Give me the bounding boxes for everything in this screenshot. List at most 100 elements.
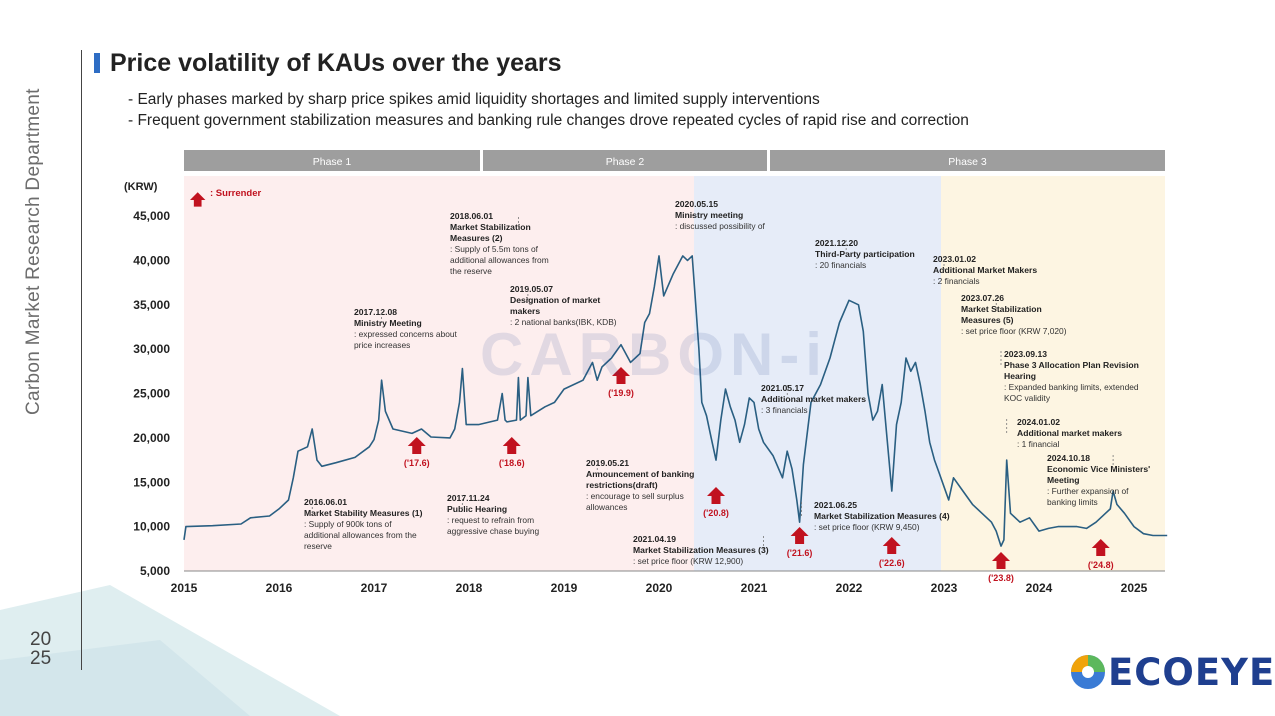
surrender-label: ('21.6) xyxy=(787,548,813,558)
y-tick-label: 35,000 xyxy=(133,298,170,312)
surrender-arrow xyxy=(612,367,630,384)
annotation-desc: : 3 financials xyxy=(761,405,808,415)
annotation-title: Measures (5) xyxy=(961,315,1014,325)
annotation-title: Ministry Meeting xyxy=(354,318,422,328)
surrender-label: ('18.6) xyxy=(499,458,525,468)
y-tick-label: 15,000 xyxy=(133,475,170,489)
annotation-title: makers xyxy=(510,306,540,316)
phase-background-3 xyxy=(941,176,1165,571)
surrender-label: ('24.8) xyxy=(1088,560,1114,570)
annotation-date: 2023.07.26 xyxy=(961,293,1004,303)
annotation-title: Third-Party participation xyxy=(815,249,915,259)
annotation-date: 2021.05.17 xyxy=(761,383,804,393)
x-tick-label: 2017 xyxy=(361,581,388,595)
x-tick-label: 2019 xyxy=(551,581,578,595)
surrender-arrow xyxy=(502,437,521,454)
surrender-arrow-icon xyxy=(190,192,206,207)
phase-background-2 xyxy=(694,176,941,571)
annotation-date: 2018.06.01 xyxy=(450,211,493,221)
annotation-desc: aggressive chase buying xyxy=(447,526,540,536)
annotation-desc: : Further expansion of xyxy=(1047,486,1129,496)
phase-bar-2 xyxy=(483,150,767,171)
annotation-date: 2021.04.19 xyxy=(633,534,676,544)
annotation-title: Market Stabilization xyxy=(961,304,1042,314)
y-tick-label: 30,000 xyxy=(133,342,170,356)
annotation-desc: : set price floor (KRW 7,020) xyxy=(961,326,1067,336)
x-tick-label: 2025 xyxy=(1121,581,1148,595)
ecoeye-logo: ECOEYE xyxy=(1068,650,1275,694)
surrender-arrow xyxy=(407,437,426,454)
bullet-2: - Frequent government stabilization meas… xyxy=(128,112,969,129)
annotation-desc: : discussed possibility of xyxy=(675,221,766,231)
annotation-title: Market Stabilization Measures (3) xyxy=(633,545,769,555)
annotation-desc: : request to refrain from xyxy=(447,515,534,525)
annotation-date: 2021.12.20 xyxy=(815,238,858,248)
annotation-title: Hearing xyxy=(1004,371,1036,381)
annotation-desc: : expressed concerns about xyxy=(354,329,458,339)
annotation-date: 2017.11.24 xyxy=(447,493,490,503)
annotation-title: Additional market makers xyxy=(1017,428,1122,438)
annotation-desc: : 2 financials xyxy=(933,276,980,286)
annotation-desc: additional allowances from the xyxy=(304,530,417,540)
annotation-date: 2024.10.18 xyxy=(1047,453,1090,463)
surrender-label: ('19.9) xyxy=(608,388,634,398)
annotation-desc: additional allowances from xyxy=(450,255,549,265)
y-tick-label: 20,000 xyxy=(133,431,170,445)
x-tick-label: 2016 xyxy=(266,581,293,595)
annotation-date: 2021.06.25 xyxy=(814,500,857,510)
y-tick-label: 25,000 xyxy=(133,387,170,401)
annotation-date: 2024.01.02 xyxy=(1017,417,1060,427)
year-top: 20 xyxy=(30,629,52,650)
annotation-title: Additional market makers xyxy=(761,394,866,404)
phase-bar-1 xyxy=(184,150,480,171)
year-bottom: 25 xyxy=(30,648,52,669)
surrender-label: ('23.8) xyxy=(988,573,1014,583)
x-tick-label: 2015 xyxy=(171,581,198,595)
year-label: 20 25 xyxy=(30,630,60,668)
x-tick-label: 2021 xyxy=(741,581,768,595)
y-unit-label: (KRW) xyxy=(124,181,158,193)
phase-label-2: Phase 2 xyxy=(606,156,645,168)
annotation-desc: allowances xyxy=(586,502,627,512)
annotation-desc: KOC validity xyxy=(1004,393,1051,403)
annotation-date: 2023.01.02 xyxy=(933,254,976,264)
annotation-date: 2019.05.07 xyxy=(510,284,553,294)
annotation-title: Phase 3 Allocation Plan Revision xyxy=(1004,360,1139,370)
annotation-desc: : set price floor (KRW 9,450) xyxy=(814,522,920,532)
annotation-desc: banking limits xyxy=(1047,497,1098,507)
x-tick-label: 2018 xyxy=(456,581,483,595)
annotation-desc: : Expanded banking limits, extended xyxy=(1004,382,1139,392)
annotation-desc: : Supply of 5.5m tons of xyxy=(450,244,539,254)
annotation-desc: : set price floor (KRW 12,900) xyxy=(633,556,743,566)
annotation-desc: the reserve xyxy=(450,266,492,276)
x-tick-label: 2024 xyxy=(1026,581,1053,595)
annotation-date: 2016.06.01 xyxy=(304,497,347,507)
y-tick-label: 40,000 xyxy=(133,253,170,267)
annotation-desc: : Supply of 900k tons of xyxy=(304,519,392,529)
annotation-date: 2017.12.08 xyxy=(354,307,397,317)
y-tick-label: 10,000 xyxy=(133,520,170,534)
price-line xyxy=(183,255,1168,547)
phase-label-1: Phase 1 xyxy=(313,156,352,168)
annotation-date: 2023.09.13 xyxy=(1004,349,1047,359)
surrender-arrow xyxy=(1091,539,1110,556)
surrender-arrow xyxy=(707,487,725,504)
title-accent-bar xyxy=(94,53,100,73)
phase-bar-3 xyxy=(770,150,1165,171)
annotation-desc: : 1 financial xyxy=(1017,439,1060,449)
annotation-desc: price increases xyxy=(354,340,410,350)
logo-text: ECOEYE xyxy=(1108,650,1275,694)
annotation-title: Market Stability Measures (1) xyxy=(304,508,423,518)
surrender-arrow xyxy=(992,552,1010,569)
y-tick-label: 45,000 xyxy=(133,209,170,223)
x-tick-label: 2020 xyxy=(646,581,673,595)
annotation-title: Meeting xyxy=(1047,475,1079,485)
surrender-arrow xyxy=(882,537,901,554)
annotation-title: Measures (2) xyxy=(450,233,503,243)
annotation-title: Economic Vice Ministers' xyxy=(1047,464,1150,474)
annotation-title: Announcement of banking xyxy=(586,469,694,479)
annotation-title: restrictions(draft) xyxy=(586,480,658,490)
bullet-1: - Early phases marked by sharp price spi… xyxy=(128,91,820,108)
annotation-title: Additional Market Makers xyxy=(933,265,1037,275)
